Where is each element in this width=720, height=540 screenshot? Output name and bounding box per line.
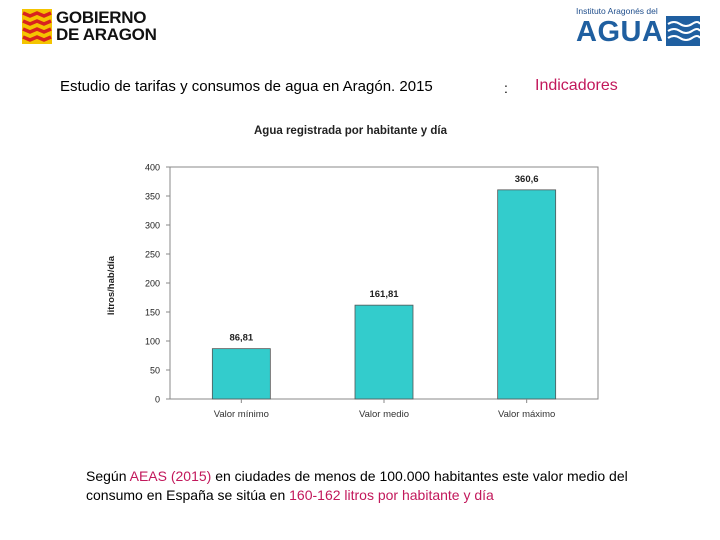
bar bbox=[211, 348, 271, 400]
y-tick-label: 150 bbox=[145, 308, 160, 318]
agua-word: AGUA bbox=[576, 16, 664, 48]
y-tick-label: 250 bbox=[145, 250, 160, 260]
note-source: AEAS (2015) bbox=[129, 468, 212, 484]
bar bbox=[354, 304, 414, 400]
study-title: Estudio de tarifas y consumos de agua en… bbox=[60, 78, 433, 95]
y-tick-label: 350 bbox=[145, 192, 160, 202]
y-tick-label: 50 bbox=[150, 366, 160, 376]
x-tick-label: Valor máximo bbox=[498, 409, 555, 420]
x-tick-label: Valor mínimo bbox=[214, 409, 269, 420]
bar-value-label: 86,81 bbox=[229, 333, 253, 344]
gov-logo-text: GOBIERNO DE ARAGON bbox=[56, 9, 157, 43]
note-part1: Según bbox=[86, 468, 130, 484]
y-tick-label: 0 bbox=[155, 395, 160, 405]
bar-value-label: 161,81 bbox=[369, 289, 399, 300]
y-tick-label: 400 bbox=[145, 163, 160, 173]
section-title: Indicadores bbox=[535, 77, 618, 94]
gov-logo-line2: DE ARAGON bbox=[56, 25, 157, 44]
aragon-flag-icon bbox=[22, 9, 52, 44]
note-range: 160-162 litros por habitante y día bbox=[289, 487, 494, 503]
y-tick-label: 100 bbox=[145, 337, 160, 347]
y-tick-label: 200 bbox=[145, 279, 160, 289]
x-tick-label: Valor medio bbox=[359, 409, 409, 420]
note-part2: en ciudades de menos de 100.000 habitant… bbox=[86, 468, 628, 503]
chart-title: Agua registrada por habitante y día bbox=[254, 125, 447, 137]
water-wave-icon bbox=[666, 16, 700, 46]
bar bbox=[497, 189, 557, 400]
bar-value-label: 360,6 bbox=[515, 174, 539, 185]
footnote: Según AEAS (2015) en ciudades de menos d… bbox=[86, 467, 686, 505]
instituto-agua-logo: Instituto Aragonés del AGUA bbox=[574, 6, 702, 50]
title-separator: : bbox=[504, 80, 508, 96]
gobierno-aragon-logo: GOBIERNO DE ARAGON bbox=[22, 9, 172, 49]
agua-institute-text: Instituto Aragonés del bbox=[576, 6, 658, 16]
gov-logo-line1: GOBIERNO bbox=[56, 8, 147, 27]
y-tick-label: 300 bbox=[145, 221, 160, 231]
